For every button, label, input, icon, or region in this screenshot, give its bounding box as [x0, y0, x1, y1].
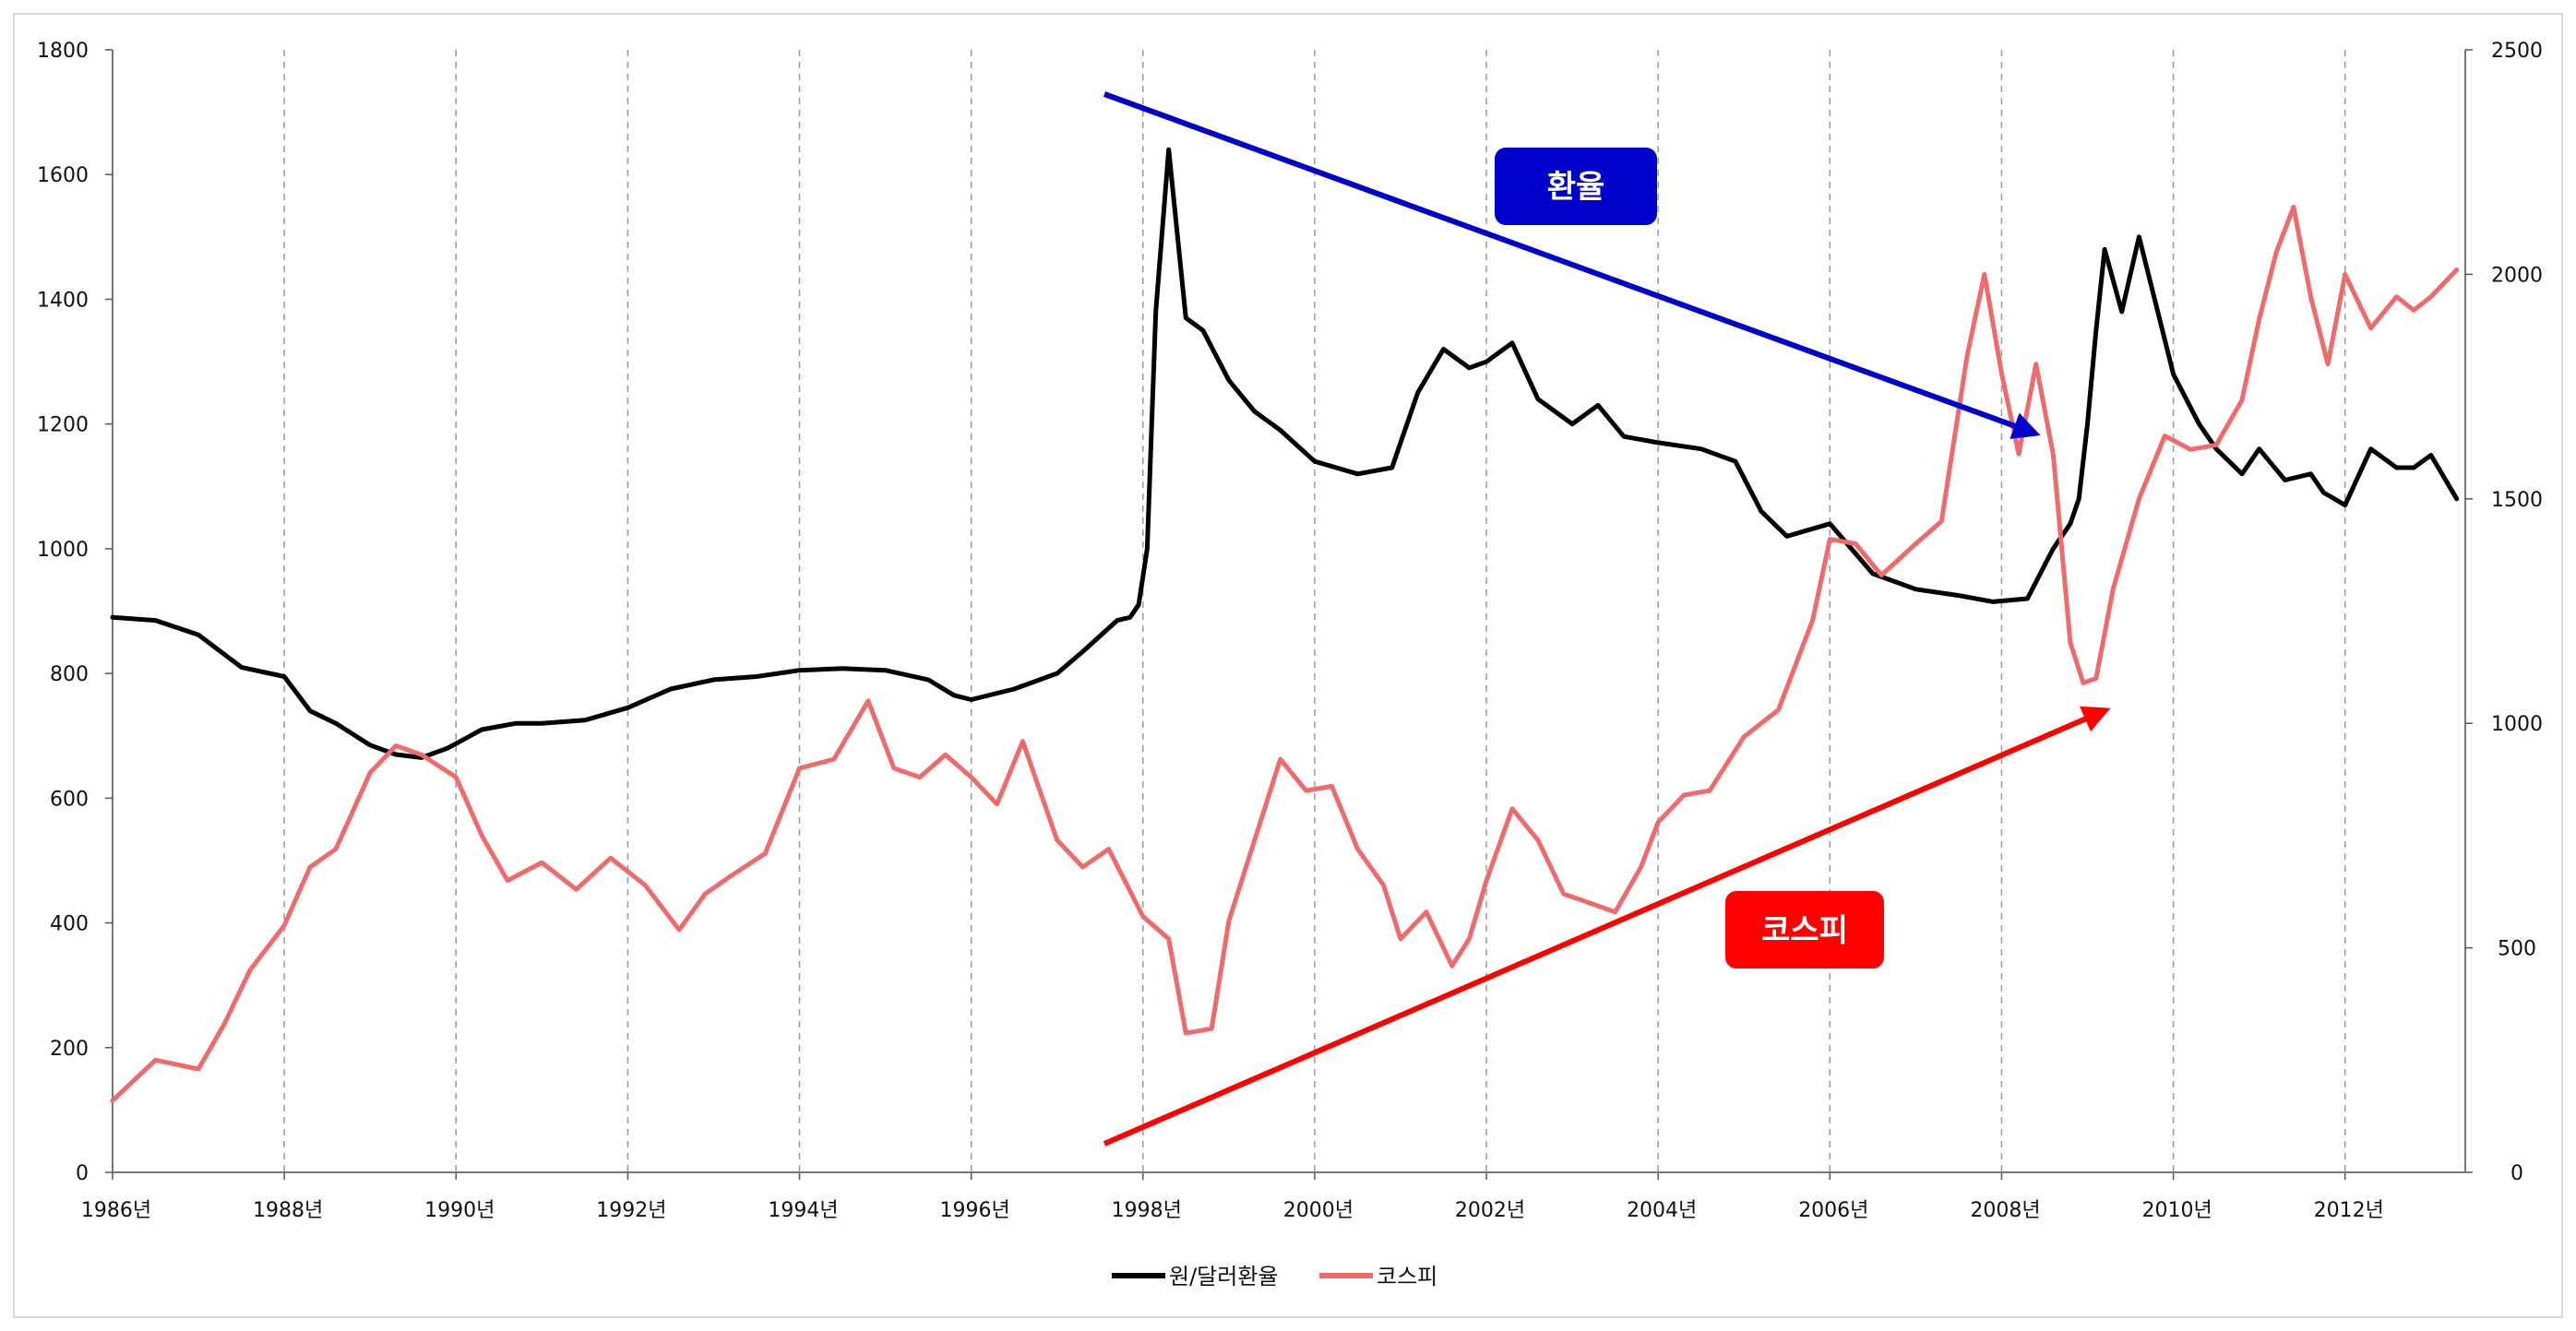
exchange-rate-trend-arrow	[1103, 91, 2041, 439]
x-tick-label: 1996년	[940, 1199, 1010, 1222]
y-right-tick-label: 1000	[2491, 713, 2543, 736]
y-left-tick-label: 0	[76, 1162, 89, 1185]
exchange-rate-badge-label: 환율	[1547, 169, 1605, 206]
y-left-tick-label: 200	[50, 1038, 89, 1061]
x-tick-label: 2012년	[2314, 1199, 2384, 1222]
chart-frame	[13, 13, 2563, 1318]
y-left-tick-label: 1600	[37, 164, 89, 187]
legend-kospi-label: 코스피	[1377, 1264, 1437, 1289]
x-tick-label: 2008년	[1970, 1199, 2040, 1222]
exchange-rate-badge	[1495, 148, 1657, 225]
kospi-trend-arrow	[1103, 706, 2111, 1147]
y-left-tick-label: 400	[50, 913, 89, 936]
y-right-tick-label: 2000	[2491, 264, 2543, 287]
series-layer	[110, 147, 2460, 1103]
legend-exchange-rate-label: 원/달러환율	[1169, 1264, 1279, 1289]
x-tick-label: 1990년	[424, 1199, 495, 1222]
kospi-badge-label: 코스피	[1761, 912, 1848, 949]
x-tick-label: 1992년	[596, 1199, 666, 1222]
x-tick-label: 2000년	[1283, 1199, 1354, 1222]
grid-layer	[283, 50, 2346, 1172]
y-left-tick-label: 1400	[37, 289, 89, 312]
x-tick-label: 2004년	[1627, 1199, 1697, 1222]
legend-layer: 원/달러환율 코스피	[1112, 1264, 1437, 1289]
kospi-badge	[1725, 891, 1884, 969]
x-tick-label: 2006년	[1798, 1199, 1868, 1222]
x-tick-label: 2010년	[2141, 1199, 2212, 1222]
y-right-tick-label: 1500	[2491, 489, 2543, 512]
y-right-tick-label: 2500	[2491, 40, 2543, 63]
x-tick-label: 1988년	[253, 1199, 323, 1222]
y-left-tick-label: 1800	[37, 40, 89, 63]
y-right-tick-label: 0	[2510, 1162, 2523, 1185]
exchange-rate-line	[110, 147, 2460, 760]
x-tick-label: 2002년	[1455, 1199, 1525, 1222]
y-left-tick-label: 600	[50, 788, 89, 811]
x-tick-label: 1994년	[768, 1199, 838, 1222]
y-left-tick-label: 1200	[37, 414, 89, 437]
y-left-tick-label: 1000	[37, 539, 89, 562]
axes-layer: 1986년 1988년 1990년 1992년 1994년 1996년 1998년 2000년…	[37, 40, 2543, 1222]
x-tick-label: 1998년	[1112, 1199, 1182, 1222]
kospi-line	[110, 204, 2460, 1103]
y-right-tick-label: 500	[2498, 938, 2536, 961]
y-left-tick-label: 800	[50, 663, 89, 686]
x-tick-label: 1986년	[81, 1199, 151, 1222]
